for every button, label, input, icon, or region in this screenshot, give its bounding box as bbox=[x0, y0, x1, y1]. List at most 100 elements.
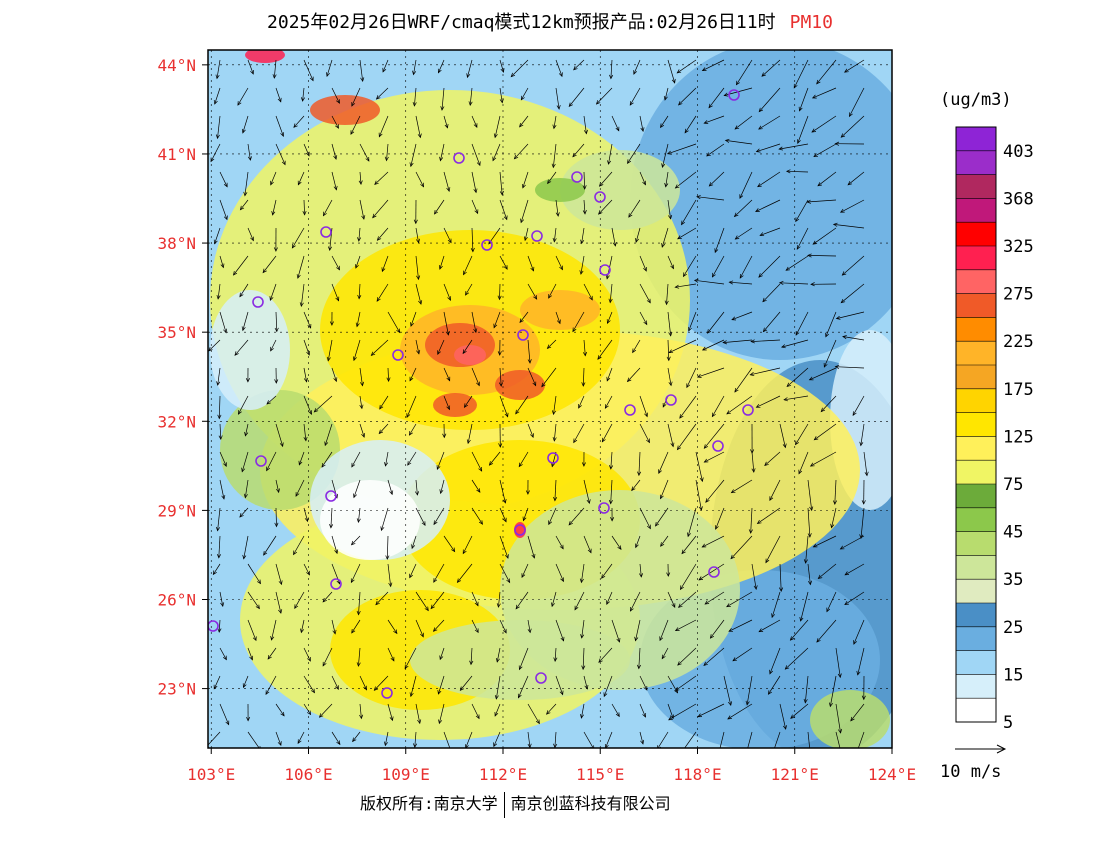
wind-vector bbox=[471, 507, 483, 525]
wind-reference-label: 10 m/s bbox=[940, 762, 1002, 782]
wind-vector bbox=[747, 731, 753, 748]
wind-vector bbox=[834, 141, 865, 146]
wind-vector bbox=[608, 283, 613, 304]
wind-vector bbox=[667, 311, 673, 337]
wind-vector bbox=[413, 199, 418, 225]
wind-vector bbox=[527, 255, 535, 272]
wind-vector bbox=[443, 227, 452, 244]
wind-vector bbox=[247, 227, 254, 242]
wind-vector bbox=[488, 451, 501, 466]
wind-vector bbox=[459, 675, 473, 692]
wind-vector bbox=[757, 171, 781, 188]
longitude-label: 112°E bbox=[479, 765, 527, 784]
legend-label: 325 bbox=[1003, 237, 1034, 257]
wind-vector bbox=[469, 647, 474, 666]
wind-vector bbox=[636, 647, 642, 670]
wind-vector bbox=[462, 339, 473, 355]
wind-vector bbox=[541, 367, 557, 388]
wind-vector bbox=[767, 675, 781, 695]
wind-vector bbox=[679, 395, 697, 419]
wind-vector bbox=[271, 199, 277, 216]
legend-swatch bbox=[956, 365, 996, 390]
wind-vector bbox=[826, 591, 837, 613]
concentration-blob bbox=[560, 150, 680, 230]
wind-vector bbox=[835, 647, 842, 679]
wind-vector bbox=[598, 647, 613, 663]
wind-vector bbox=[626, 367, 641, 383]
concentration-blob bbox=[210, 290, 290, 410]
wind-vector bbox=[724, 138, 753, 145]
wind-vector bbox=[247, 591, 260, 610]
wind-vector bbox=[322, 199, 333, 217]
wind-vector bbox=[688, 311, 697, 332]
wind-vector bbox=[378, 115, 389, 138]
wind-vector bbox=[409, 675, 417, 698]
wind-vector bbox=[728, 280, 753, 285]
legend-swatch bbox=[956, 484, 996, 509]
wind-vector bbox=[761, 59, 781, 77]
wind-vector bbox=[856, 647, 865, 676]
wind-vector bbox=[273, 227, 278, 252]
wind-vector bbox=[674, 283, 697, 289]
wind-vector bbox=[443, 367, 451, 382]
wind-vector bbox=[714, 507, 725, 530]
wind-vector bbox=[293, 115, 305, 128]
wind-vector bbox=[703, 647, 725, 666]
wind-vector bbox=[239, 199, 249, 211]
wind-vector bbox=[493, 115, 501, 139]
wind-vector bbox=[555, 619, 565, 642]
pollutant-label: PM10 bbox=[789, 12, 833, 33]
legend-label: 75 bbox=[1003, 475, 1023, 495]
city-marker bbox=[571, 171, 583, 183]
wind-vector bbox=[785, 255, 809, 271]
wind-vector bbox=[262, 255, 277, 274]
wind-vector bbox=[216, 535, 222, 559]
wind-vector bbox=[555, 59, 563, 78]
wind-vector bbox=[859, 507, 865, 540]
legend-swatch bbox=[956, 650, 996, 675]
wind-vector bbox=[847, 171, 865, 186]
legend-swatch bbox=[956, 626, 996, 651]
wind-vector bbox=[527, 283, 538, 300]
wind-vector bbox=[664, 283, 669, 306]
wind-vector bbox=[275, 143, 286, 166]
wind-vector bbox=[639, 703, 647, 718]
wind-vector bbox=[668, 339, 697, 354]
city-marker bbox=[481, 239, 493, 251]
concentration-blob bbox=[630, 50, 892, 360]
wind-vector bbox=[329, 507, 334, 529]
wind-vector bbox=[493, 311, 501, 329]
wind-vector bbox=[519, 311, 529, 324]
wind-vector bbox=[779, 703, 787, 730]
legend-swatch bbox=[956, 222, 996, 247]
wind-vector bbox=[523, 227, 529, 242]
wind-vector bbox=[679, 563, 697, 591]
wind-vector bbox=[291, 227, 305, 249]
wind-vector bbox=[437, 339, 445, 355]
wind-vector bbox=[639, 255, 647, 272]
wind-vector bbox=[632, 339, 641, 354]
wind-vector bbox=[677, 227, 697, 240]
wind-vector bbox=[275, 87, 282, 103]
wind-vector bbox=[709, 619, 725, 639]
legend-swatch bbox=[956, 388, 996, 413]
wind-vector bbox=[839, 199, 865, 213]
wind-vector bbox=[634, 535, 641, 549]
wind-vector bbox=[639, 395, 648, 418]
latitude-label: 23°N bbox=[157, 680, 196, 699]
wind-vector bbox=[778, 143, 809, 151]
wind-vector bbox=[527, 423, 534, 438]
wind-vector bbox=[823, 339, 837, 368]
wind-vector bbox=[219, 311, 228, 334]
wind-vector bbox=[439, 143, 445, 162]
wind-vector bbox=[684, 115, 697, 134]
wind-vector bbox=[701, 339, 725, 351]
wind-vector bbox=[696, 367, 725, 378]
wind-vector bbox=[793, 59, 809, 89]
wind-vector bbox=[494, 703, 501, 717]
legend-swatch bbox=[956, 174, 996, 199]
legend-swatch bbox=[956, 246, 996, 271]
wind-vector bbox=[331, 283, 340, 302]
wind-vector bbox=[218, 423, 223, 441]
wind-vector bbox=[357, 227, 362, 242]
